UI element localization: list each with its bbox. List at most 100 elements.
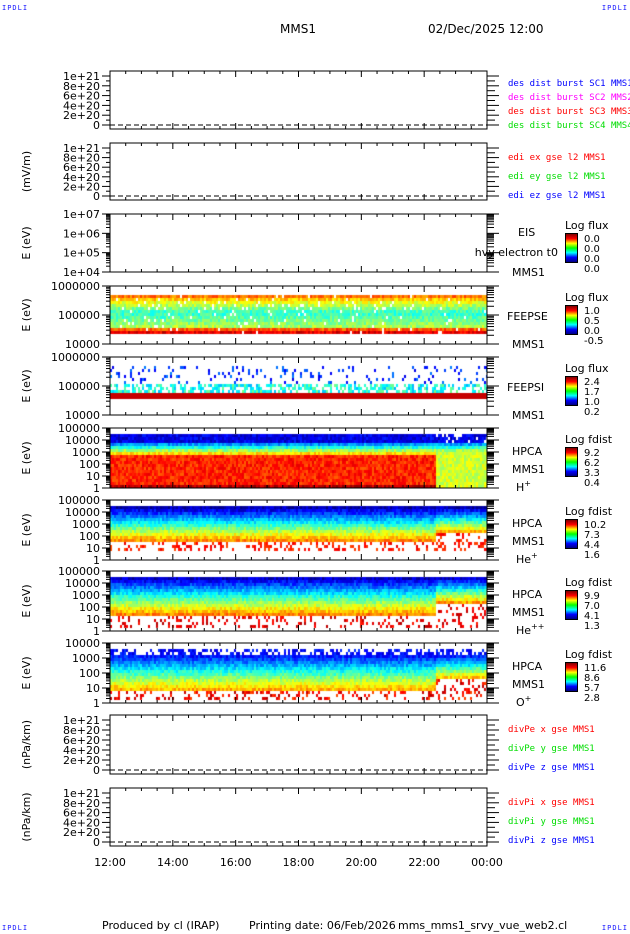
- y-tick-label: 10000: [65, 506, 100, 519]
- y-tick-label: 1: [93, 625, 100, 638]
- y-tick-label: 100000: [58, 309, 100, 322]
- panel-frame: [109, 356, 488, 416]
- y-tick-label: 1000000: [51, 351, 100, 364]
- y-tick-label: 100000: [58, 494, 100, 507]
- instrument-label: FEEPSI: [507, 381, 544, 394]
- panel-frame: [109, 427, 488, 489]
- x-tick-label: 18:00: [283, 856, 315, 869]
- species-label: O+: [516, 694, 531, 709]
- colorbar-label: 1.7: [584, 387, 600, 398]
- y-tick-label: 10: [86, 470, 100, 483]
- colorbar-label: 0.0: [584, 234, 600, 245]
- x-tick-label: 16:00: [220, 856, 252, 869]
- y-tick-label: 0: [93, 764, 100, 777]
- y-tick-label: 100000: [58, 422, 100, 435]
- spacecraft-label: MMS1: [512, 409, 545, 422]
- panel-frame: [109, 142, 488, 201]
- colorbar: [565, 376, 578, 406]
- colorbar-title: Log flux: [565, 219, 609, 232]
- colorbar-label: 1.3: [584, 621, 600, 632]
- y-axis-label: E (eV): [20, 513, 33, 546]
- x-tick-label: 22:00: [408, 856, 440, 869]
- spectrogram-3: [110, 286, 487, 344]
- y-tick-label: 1000: [72, 589, 100, 602]
- y-tick-label: 1e+21: [63, 787, 100, 800]
- spacecraft-label: MMS1: [512, 535, 545, 548]
- panel-frame: [109, 70, 488, 130]
- y-tick-label: 10000: [65, 338, 100, 351]
- header-datetime: 02/Dec/2025 12:00: [428, 22, 544, 36]
- y-tick-label: 10000: [65, 637, 100, 650]
- y-tick-label: 10: [86, 542, 100, 555]
- legend-entry: divPe x gse MMS1: [508, 725, 595, 735]
- y-tick-label: 2e+20: [63, 826, 100, 839]
- y-tick-label: 6e+20: [63, 807, 100, 820]
- colorbar-label: 0.2: [584, 407, 600, 418]
- legend-entry: divPi y gse MMS1: [508, 817, 595, 827]
- panel-frame: [109, 213, 488, 273]
- y-tick-label: 10000: [65, 577, 100, 590]
- colorbar-label: 8.6: [584, 673, 600, 684]
- corner-label-top-left: IPDLI: [2, 4, 29, 12]
- y-tick-label: 2e+20: [63, 180, 100, 193]
- y-tick-label: 1: [93, 697, 100, 710]
- y-tick-label: 8e+20: [63, 80, 100, 93]
- instrument-label: HPCA: [512, 517, 543, 530]
- y-tick-label: 6e+20: [63, 734, 100, 747]
- corner-label-bottom-left: IPDLI: [2, 924, 29, 932]
- colorbar-label: 0.0: [584, 264, 600, 275]
- y-tick-label: 0: [93, 190, 100, 203]
- y-tick-label: 10000: [65, 409, 100, 422]
- y-tick-label: 100000: [58, 565, 100, 578]
- corner-label-top-right: IPDLI: [601, 4, 628, 12]
- colorbar-label: 1.0: [584, 397, 600, 408]
- legend-entry: edi ez gse l2 MMS1: [508, 191, 606, 201]
- y-tick-label: 4e+20: [63, 99, 100, 112]
- y-tick-label: 8e+20: [63, 724, 100, 737]
- spectrogram-4: [110, 357, 487, 415]
- colorbar-label: 0.5: [584, 316, 600, 327]
- spectrogram-5: [110, 428, 487, 488]
- colorbar-label: 2.8: [584, 693, 600, 704]
- x-tick-label: 14:00: [157, 856, 189, 869]
- header-spacecraft: MMS1: [280, 22, 316, 36]
- corner-label-bottom-right: IPDLI: [601, 924, 628, 932]
- instrument-label: HPCA: [512, 660, 543, 673]
- y-tick-label: 8e+20: [63, 797, 100, 810]
- y-tick-label: 1000: [72, 518, 100, 531]
- colorbar-title: Log flux: [565, 362, 609, 375]
- colorbar-label: 5.7: [584, 683, 600, 694]
- y-tick-label: 10: [86, 682, 100, 695]
- species-label: He++: [516, 622, 544, 637]
- instrument-label: FEEPSE: [507, 310, 548, 323]
- y-tick-label: 100: [79, 458, 100, 471]
- colorbar-label: 3.3: [584, 468, 600, 479]
- x-tick-label: 12:00: [94, 856, 126, 869]
- colorbar: [565, 447, 578, 477]
- legend-entry: des dist burst SC1 MMS1: [508, 79, 630, 89]
- y-tick-label: 4e+20: [63, 171, 100, 184]
- colorbar-label: 4.4: [584, 540, 600, 551]
- colorbar-label: 0.0: [584, 254, 600, 265]
- colorbar-label: 4.1: [584, 611, 600, 622]
- y-tick-label: 2e+20: [63, 109, 100, 122]
- species-label: He+: [516, 551, 538, 566]
- spectrogram-8: [110, 643, 487, 703]
- y-tick-label: 100000: [58, 380, 100, 393]
- colorbar-title: Log fdist: [565, 505, 613, 518]
- y-tick-label: 1e+06: [63, 227, 100, 240]
- colorbar-label: 0.0: [584, 326, 600, 337]
- footer-script-name: mms_mms1_srvy_vue_web2.cl: [398, 919, 568, 932]
- colorbar-label: 1.0: [584, 306, 600, 317]
- colorbar-title: Log flux: [565, 291, 609, 304]
- colorbar-label: 9.9: [584, 591, 600, 602]
- spectrogram-7: [110, 571, 487, 631]
- colorbar-label: 7.0: [584, 601, 600, 612]
- y-tick-label: 10: [86, 613, 100, 626]
- colorbar: [565, 662, 578, 692]
- colorbar-label: 10.2: [584, 520, 606, 531]
- y-tick-label: 6e+20: [63, 161, 100, 174]
- y-axis-label: (nPa/km): [20, 720, 33, 769]
- panel-frame: [109, 642, 488, 704]
